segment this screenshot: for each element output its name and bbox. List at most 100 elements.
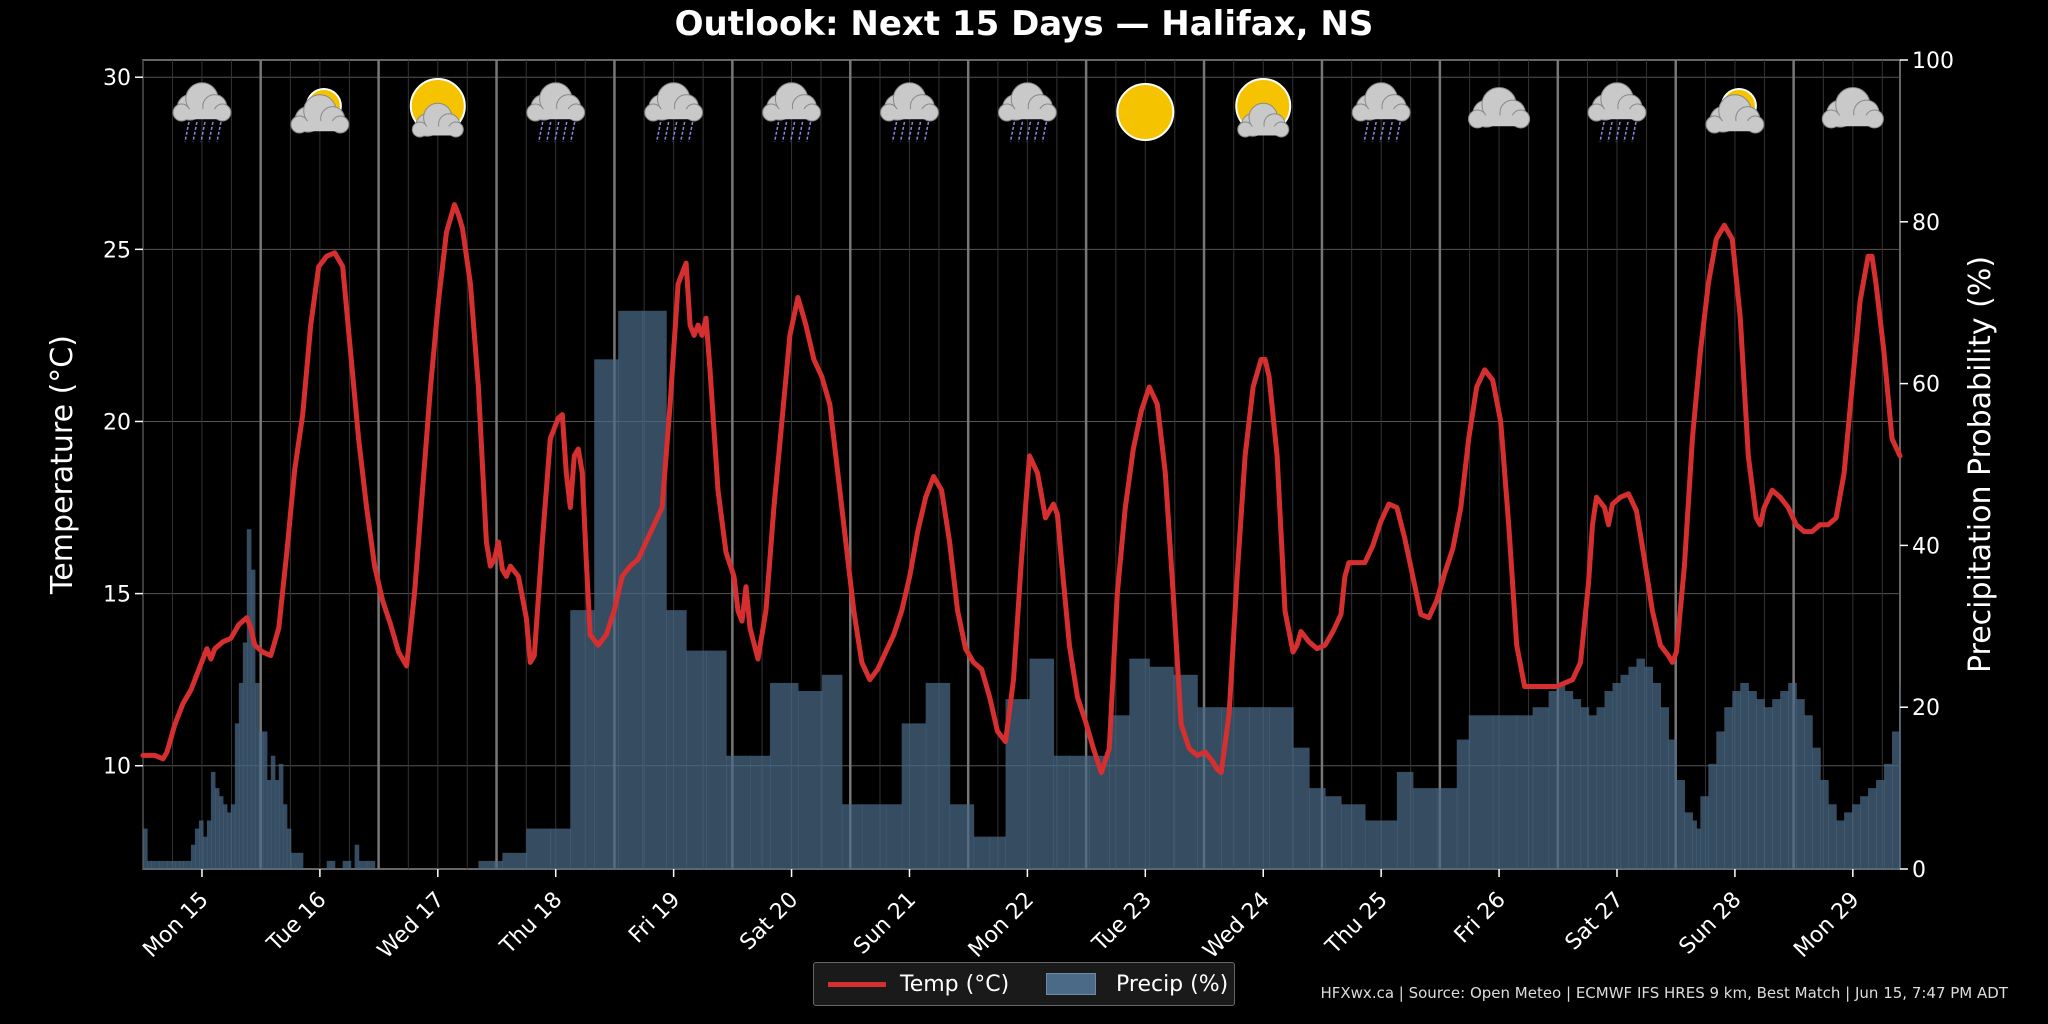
precip-bar [989, 836, 1007, 869]
precip-bar [550, 828, 571, 869]
precip-bar [234, 723, 240, 869]
precip-bar [274, 780, 280, 869]
precip-bar [1756, 699, 1765, 869]
precip-bar [1149, 666, 1174, 869]
precip-bar [973, 836, 991, 869]
precip-bar [1836, 820, 1845, 869]
precip-bar [366, 860, 376, 869]
precip-bar [1556, 682, 1566, 869]
precip-bar [1109, 715, 1130, 869]
cloud-icon [1467, 87, 1531, 129]
weather-icons [172, 78, 1884, 143]
precip-bar [1884, 763, 1893, 869]
precip-bar [706, 650, 727, 869]
cloud-icon [644, 82, 704, 122]
precip-bar [1596, 707, 1606, 869]
precip-bar [901, 723, 927, 869]
precip-bar [1588, 715, 1598, 869]
precip-bar [1620, 674, 1630, 869]
precip-bar [1676, 780, 1685, 869]
precip-bars [143, 310, 1901, 869]
legend-item-precip: Precip (%) [1046, 963, 1228, 1005]
rain-cloud-icon [1351, 82, 1411, 143]
precip-bar [1812, 747, 1821, 869]
y-axis-left-label: Temperature (°C) [45, 335, 80, 595]
legend-precip-label: Precip (%) [1116, 971, 1229, 997]
precip-bar [1249, 707, 1270, 869]
x-tick-label: Sat 27 [1561, 887, 1629, 955]
precip-bar [1069, 755, 1090, 869]
precip-bar [1692, 820, 1697, 869]
precip-bar [1548, 691, 1558, 869]
cloud-icon [1821, 87, 1884, 129]
precip-bar [1580, 707, 1590, 869]
precip-bar [925, 682, 951, 869]
precip-bar [174, 860, 180, 869]
precip-bar [1724, 707, 1733, 869]
precip-bar [797, 691, 823, 869]
precip-bar [821, 674, 843, 869]
rain-icon [1009, 121, 1048, 143]
precip-bar [1852, 804, 1861, 869]
legend-item-temp: Temp (°C) [828, 963, 1009, 1005]
x-tick-label: Fri 26 [1450, 887, 1511, 948]
precip-bar [150, 860, 160, 869]
x-tick-label: Wed 24 [1199, 887, 1275, 963]
precip-bar [1892, 731, 1901, 869]
precip-bar [1564, 691, 1574, 869]
precip-bar [1628, 666, 1638, 869]
rain-cloud-icon [1587, 82, 1647, 143]
precip-bar [326, 860, 336, 869]
x-tick-label: Mon 29 [1789, 887, 1864, 962]
precip-bar [242, 642, 248, 869]
precip-bar [1572, 699, 1582, 869]
x-tick-label: Sun 28 [1675, 887, 1747, 959]
precip-bar [1089, 755, 1110, 869]
precip-bar [1612, 682, 1622, 869]
precip-bar [1269, 707, 1294, 869]
x-tick-label: Sat 20 [735, 887, 803, 955]
precip-bar [494, 860, 503, 869]
precip-bar [190, 844, 196, 869]
precip-bar [1309, 788, 1326, 869]
precip-bar [1468, 715, 1494, 869]
cloud-icon [1705, 94, 1765, 134]
y-right-tick-label: 20 [1912, 696, 1940, 721]
precip-bar [182, 860, 192, 869]
y-left-tick-label: 15 [103, 583, 131, 608]
precip-bar [218, 796, 224, 869]
precip-bar [1732, 691, 1741, 869]
y-left-tick-label: 20 [103, 410, 131, 435]
precip-bar [1604, 691, 1614, 869]
precip-bar [178, 860, 184, 869]
temp-line-layer [140, 202, 1903, 776]
rain-icon [1363, 121, 1401, 143]
precip-bar [258, 731, 264, 869]
precip-bar [222, 804, 228, 869]
precip-bar [1780, 691, 1789, 869]
precip-bar [143, 828, 148, 869]
precip-bar [1396, 771, 1414, 869]
precip-bar [1804, 715, 1813, 869]
precip-bar [158, 860, 168, 869]
precip-bar [1860, 796, 1869, 869]
precip-bar [1900, 682, 1901, 869]
precip-bar [1340, 804, 1366, 869]
partly-sunny-icon [1705, 88, 1765, 134]
y-left-tick-label: 25 [103, 238, 131, 263]
precip-bar [282, 804, 288, 869]
precip-bar [354, 844, 360, 869]
precip-bar [769, 682, 799, 869]
precip-bar [266, 780, 272, 869]
precip-bar [1652, 682, 1662, 869]
precip-bar [262, 731, 268, 869]
cloud-icon [997, 82, 1057, 122]
precip-bar [1772, 699, 1781, 869]
x-tick-label: Thu 25 [1320, 887, 1392, 959]
precip-bar [618, 310, 643, 869]
precip-bar [686, 650, 707, 869]
precip-bar [342, 860, 352, 869]
precip-bar [749, 755, 771, 869]
cloud-icon [411, 102, 464, 138]
x-tick-label: Fri 19 [624, 887, 685, 948]
